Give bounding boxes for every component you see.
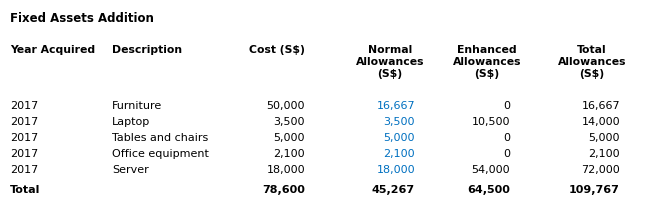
Text: 16,667: 16,667 — [376, 101, 415, 111]
Text: Normal
Allowances
(S$): Normal Allowances (S$) — [356, 45, 424, 79]
Text: 45,267: 45,267 — [372, 185, 415, 195]
Text: 0: 0 — [503, 149, 510, 159]
Text: Tables and chairs: Tables and chairs — [112, 133, 208, 143]
Text: 64,500: 64,500 — [467, 185, 510, 195]
Text: 72,000: 72,000 — [581, 165, 620, 175]
Text: 3,500: 3,500 — [384, 117, 415, 127]
Text: 2,100: 2,100 — [384, 149, 415, 159]
Text: Description: Description — [112, 45, 182, 55]
Text: 2017: 2017 — [10, 133, 38, 143]
Text: 16,667: 16,667 — [581, 101, 620, 111]
Text: 5,000: 5,000 — [588, 133, 620, 143]
Text: 0: 0 — [503, 133, 510, 143]
Text: 2017: 2017 — [10, 101, 38, 111]
Text: 2017: 2017 — [10, 165, 38, 175]
Text: Laptop: Laptop — [112, 117, 150, 127]
Text: 54,000: 54,000 — [471, 165, 510, 175]
Text: 2,100: 2,100 — [588, 149, 620, 159]
Text: 78,600: 78,600 — [262, 185, 305, 195]
Text: Server: Server — [112, 165, 149, 175]
Text: Total
Allowances
(S$): Total Allowances (S$) — [558, 45, 626, 79]
Text: Enhanced
Allowances
(S$): Enhanced Allowances (S$) — [453, 45, 521, 79]
Text: 10,500: 10,500 — [471, 117, 510, 127]
Text: 14,000: 14,000 — [581, 117, 620, 127]
Text: Office equipment: Office equipment — [112, 149, 209, 159]
Text: 18,000: 18,000 — [266, 165, 305, 175]
Text: Cost (S$): Cost (S$) — [249, 45, 305, 55]
Text: Total: Total — [10, 185, 40, 195]
Text: 3,500: 3,500 — [273, 117, 305, 127]
Text: 5,000: 5,000 — [384, 133, 415, 143]
Text: 2017: 2017 — [10, 149, 38, 159]
Text: 2,100: 2,100 — [273, 149, 305, 159]
Text: 109,767: 109,767 — [569, 185, 620, 195]
Text: 2017: 2017 — [10, 117, 38, 127]
Text: 0: 0 — [503, 101, 510, 111]
Text: Furniture: Furniture — [112, 101, 162, 111]
Text: 18,000: 18,000 — [376, 165, 415, 175]
Text: 50,000: 50,000 — [266, 101, 305, 111]
Text: Year Acquired: Year Acquired — [10, 45, 95, 55]
Text: Fixed Assets Addition: Fixed Assets Addition — [10, 12, 154, 25]
Text: 5,000: 5,000 — [273, 133, 305, 143]
